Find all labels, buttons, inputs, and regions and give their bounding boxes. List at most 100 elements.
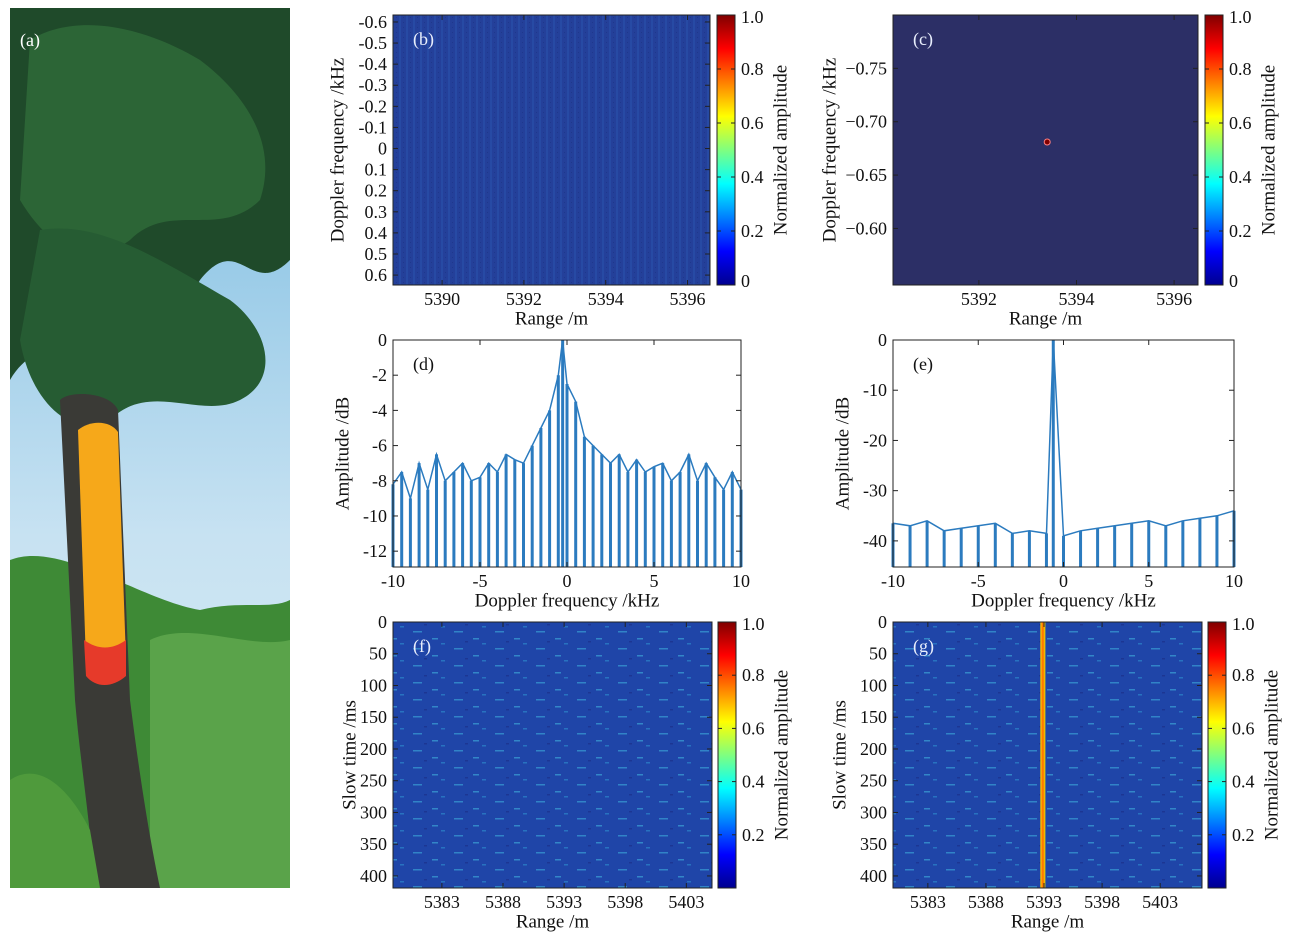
y-tick-label: -12	[363, 541, 387, 561]
spectrum-line	[892, 339, 1235, 537]
y-tick-label: -0.3	[359, 75, 388, 95]
x-tick-label: 5392	[961, 289, 997, 309]
panel: 0 0.2 0.4 0.6 0.8 1.0 Normalized amplitude 5390…	[328, 7, 792, 330]
colorbar	[716, 14, 736, 286]
plot-frame	[392, 621, 713, 889]
colorbar	[1204, 14, 1224, 286]
x-tick-label: 0	[1059, 571, 1068, 591]
y-axis-label: Doppler frequency /kHz	[328, 58, 349, 243]
x-tick-label: 5383	[424, 892, 460, 912]
panel: 0.2 0.4 0.6 0.8 1.0 Normalized amplitude 5383 5…	[340, 612, 793, 933]
x-axis-label: Range /m	[515, 309, 589, 330]
x-tick-label: 5390	[424, 289, 460, 309]
panel-label: (e)	[913, 354, 933, 375]
y-tick-label: 100	[860, 675, 887, 695]
colorbar-tick-label: 0.8	[742, 665, 765, 685]
colorbar	[1207, 621, 1227, 889]
colorbar-tick-label: 0.2	[1232, 825, 1255, 845]
x-tick-label: 5396	[1156, 289, 1192, 309]
y-tick-label: 150	[860, 707, 887, 727]
y-tick-label: 250	[360, 771, 387, 791]
colorbar-tick-label: 0.6	[1229, 113, 1252, 133]
colorbar-label: Normalized amplitude	[771, 65, 792, 235]
x-tick-label: 10	[732, 571, 750, 591]
x-tick-label: 5388	[485, 892, 521, 912]
y-tick-label: 350	[860, 834, 887, 854]
colorbar-tick-label: 0.8	[1232, 665, 1255, 685]
x-tick-label: -10	[381, 571, 405, 591]
colorbar-tick-label: 0.4	[741, 167, 764, 187]
panel-label: (d)	[413, 354, 434, 375]
colorbar-tick-label: 0.8	[1229, 59, 1252, 79]
x-tick-label: 5	[650, 571, 659, 591]
spectrum-line	[392, 339, 742, 502]
y-tick-label: 0.2	[365, 181, 388, 201]
y-axis-label: Amplitude /dB	[333, 397, 354, 510]
y-tick-label: 0.5	[365, 244, 388, 264]
plot-frame	[892, 14, 1199, 286]
ridge	[1040, 622, 1046, 888]
x-tick-label: -5	[971, 571, 986, 591]
y-tick-label: 300	[860, 802, 887, 822]
colorbar-tick-label: 0.4	[742, 772, 765, 792]
y-tick-label: 0	[878, 330, 887, 350]
x-tick-label: 5394	[588, 289, 624, 309]
x-tick-label: 5393	[546, 892, 582, 912]
panel-label: (c)	[913, 29, 933, 50]
x-tick-label: 5393	[1026, 892, 1062, 912]
x-axis-label: Range /m	[516, 912, 590, 933]
y-tick-label: -0.1	[359, 117, 388, 137]
panel: -10 -5 0 5 10 0 -2 -4 -6 -8 -10 -12 Doppler frequenc…	[333, 330, 751, 612]
x-axis-label: Doppler frequency /kHz	[475, 591, 660, 612]
photo: (a)	[10, 8, 290, 888]
y-tick-label: 0.4	[365, 223, 388, 243]
colorbar-tick-label: 0.2	[1229, 221, 1252, 241]
x-tick-label: 5388	[968, 892, 1004, 912]
x-tick-label: 5383	[910, 892, 946, 912]
y-tick-label: -40	[863, 531, 887, 551]
colorbar-tick-label: 0.6	[1232, 718, 1255, 738]
y-tick-label: -30	[863, 481, 887, 501]
x-axis-label: Range /m	[1009, 309, 1083, 330]
heatmap-texture	[393, 622, 712, 888]
y-tick-label: 50	[369, 644, 387, 664]
plot-frame	[392, 14, 711, 286]
x-tick-label: 5394	[1058, 289, 1094, 309]
heatmap-texture	[893, 622, 1202, 888]
colorbar-tick-label: 1.0	[1229, 7, 1252, 27]
colorbar-label: Normalized amplitude	[1259, 65, 1280, 235]
colorbar-label: Normalized amplitude	[1262, 670, 1283, 840]
panel: 0 0.2 0.4 0.6 0.8 1.0 Normalized amplitude 5392…	[820, 7, 1280, 330]
x-axis-label: Range /m	[1011, 912, 1085, 933]
y-tick-label: -10	[363, 506, 387, 526]
y-tick-label: -20	[863, 430, 887, 450]
x-tick-label: 5403	[668, 892, 704, 912]
y-tick-label: 100	[360, 675, 387, 695]
heatmap-texture	[393, 15, 710, 285]
x-tick-label: -10	[881, 571, 905, 591]
y-tick-label: -0.5	[359, 33, 388, 53]
y-tick-label: 400	[860, 866, 887, 886]
colorbar-tick-label: 0.6	[742, 718, 765, 738]
panel: 0.2 0.4 0.6 0.8 1.0 Normalized amplitude 5383 5…	[830, 612, 1283, 933]
y-axis-label: Slow time /ms	[340, 700, 361, 810]
panel-label: (g)	[913, 636, 934, 657]
y-axis-label: Slow time /ms	[830, 700, 851, 810]
y-tick-label: 0	[378, 330, 387, 350]
panel-label: (f)	[413, 636, 431, 657]
colorbar-tick-label: 0.6	[741, 113, 764, 133]
colorbar-label: Normalized amplitude	[772, 670, 793, 840]
x-tick-label: 10	[1225, 571, 1243, 591]
x-tick-label: 0	[563, 571, 572, 591]
y-tick-label: 0	[378, 139, 387, 159]
x-tick-label: 5398	[607, 892, 643, 912]
y-tick-label: 0.3	[365, 202, 388, 222]
y-tick-label: -0.4	[359, 54, 388, 74]
y-tick-label: -10	[863, 380, 887, 400]
y-tick-label: 400	[360, 866, 387, 886]
y-tick-label: 0	[378, 612, 387, 632]
y-tick-label: -2	[372, 365, 387, 385]
y-tick-label: -8	[372, 471, 387, 491]
y-tick-label: −0.65	[845, 165, 887, 185]
y-tick-label: 50	[869, 644, 887, 664]
